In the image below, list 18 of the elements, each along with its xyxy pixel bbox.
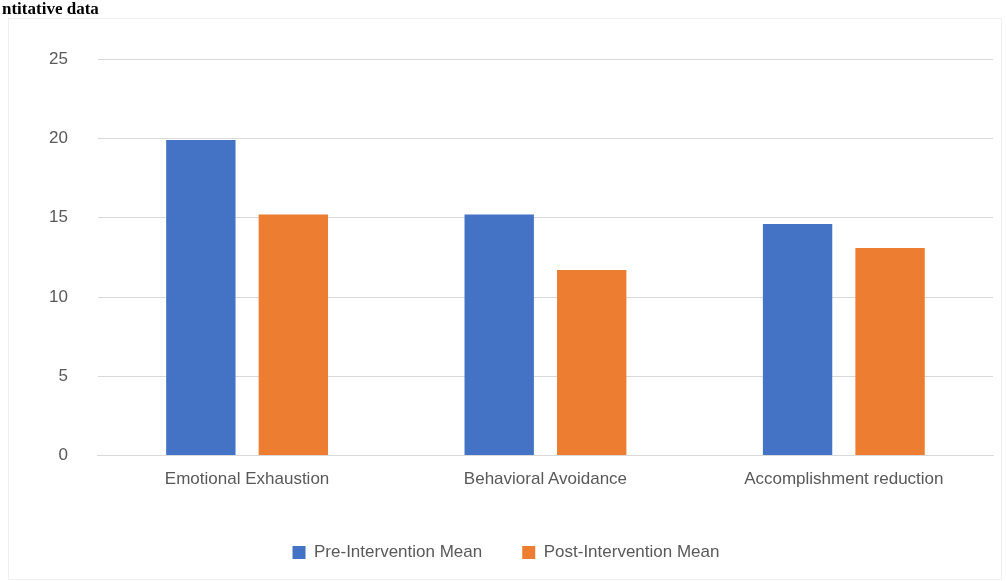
- chart-title: ntitative data: [2, 0, 99, 18]
- legend-label: Post-Intervention Mean: [543, 542, 720, 562]
- y-tick-label: 25: [48, 48, 68, 68]
- x-tick-label: Behavioral Avoidance: [463, 469, 628, 489]
- y-tick-label: 20: [48, 128, 68, 148]
- y-tick-label: 15: [48, 207, 68, 227]
- x-tick-label: Emotional Exhaustion: [164, 469, 330, 489]
- bar: [258, 214, 329, 456]
- y-tick-label: 5: [58, 366, 68, 386]
- bar: [557, 270, 627, 456]
- bar: [464, 214, 534, 456]
- bar: [762, 224, 833, 456]
- x-tick-label: Accomplishment reduction: [744, 469, 944, 489]
- y-tick-label: 0: [58, 445, 68, 465]
- y-tick-label: 10: [48, 286, 68, 306]
- bar: [166, 140, 236, 456]
- bar: [855, 247, 925, 456]
- legend-label: Pre-Intervention Mean: [314, 542, 483, 562]
